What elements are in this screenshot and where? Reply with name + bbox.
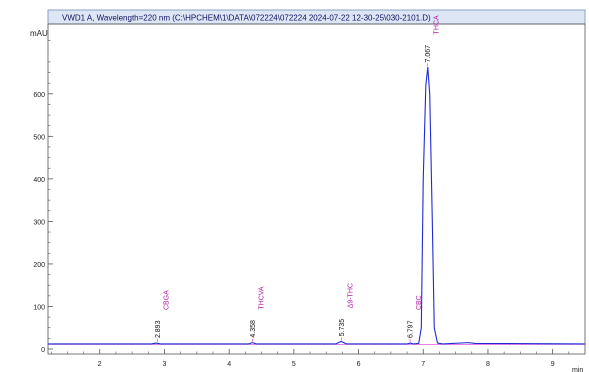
signal-trace: [48, 66, 586, 345]
peak-name: Δ9-THC: [347, 283, 354, 308]
plot-frame: [47, 23, 586, 355]
y-tick-label: 200: [33, 262, 45, 269]
y-tick-label: 500: [33, 134, 45, 141]
axes: 0 100 200 300 400 500 600 2 3 4 5 6 7 8 9: [33, 40, 570, 368]
y-tick-label: 100: [33, 304, 45, 311]
x-tick-label: 3: [163, 361, 167, 368]
series: [48, 66, 586, 345]
y-tick-label: 400: [33, 177, 45, 184]
peak-name: THCVA: [258, 286, 265, 310]
x-tick-label: 4: [227, 361, 231, 368]
x-tick-label: 2: [98, 361, 102, 368]
peak-retention-time: 2.893: [155, 320, 162, 338]
y-tick-label: 600: [33, 92, 45, 99]
y-axis-label: mAU: [30, 29, 48, 38]
peak-retention-time: 5.735: [339, 319, 346, 337]
peak-name: CBC: [416, 295, 423, 310]
x-tick-label: 5: [292, 361, 296, 368]
y-tick-label: 0: [41, 347, 45, 354]
peak-name: CBGA: [164, 290, 171, 310]
peak-retention-time: 7.067: [425, 45, 432, 63]
x-tick-label: 9: [551, 361, 555, 368]
y-tick-label: 300: [33, 219, 45, 226]
peak-name: THCA: [434, 15, 441, 34]
x-tick-label: 7: [421, 361, 425, 368]
peak-labels: 2.893 CBGA 4.358 THCVA 5.735 Δ9-THC 6.797 CBC 7.…: [155, 15, 441, 343]
peak-retention-time: 4.358: [250, 320, 257, 338]
x-tick-label: 8: [486, 361, 490, 368]
peak-retention-time: 6.797: [408, 320, 415, 338]
x-tick-label: 6: [357, 361, 361, 368]
chart-title: VWD1 A, Wavelength=220 nm (C:\HPCHEM\1\D…: [62, 14, 431, 23]
x-axis-label: min: [572, 367, 583, 372]
